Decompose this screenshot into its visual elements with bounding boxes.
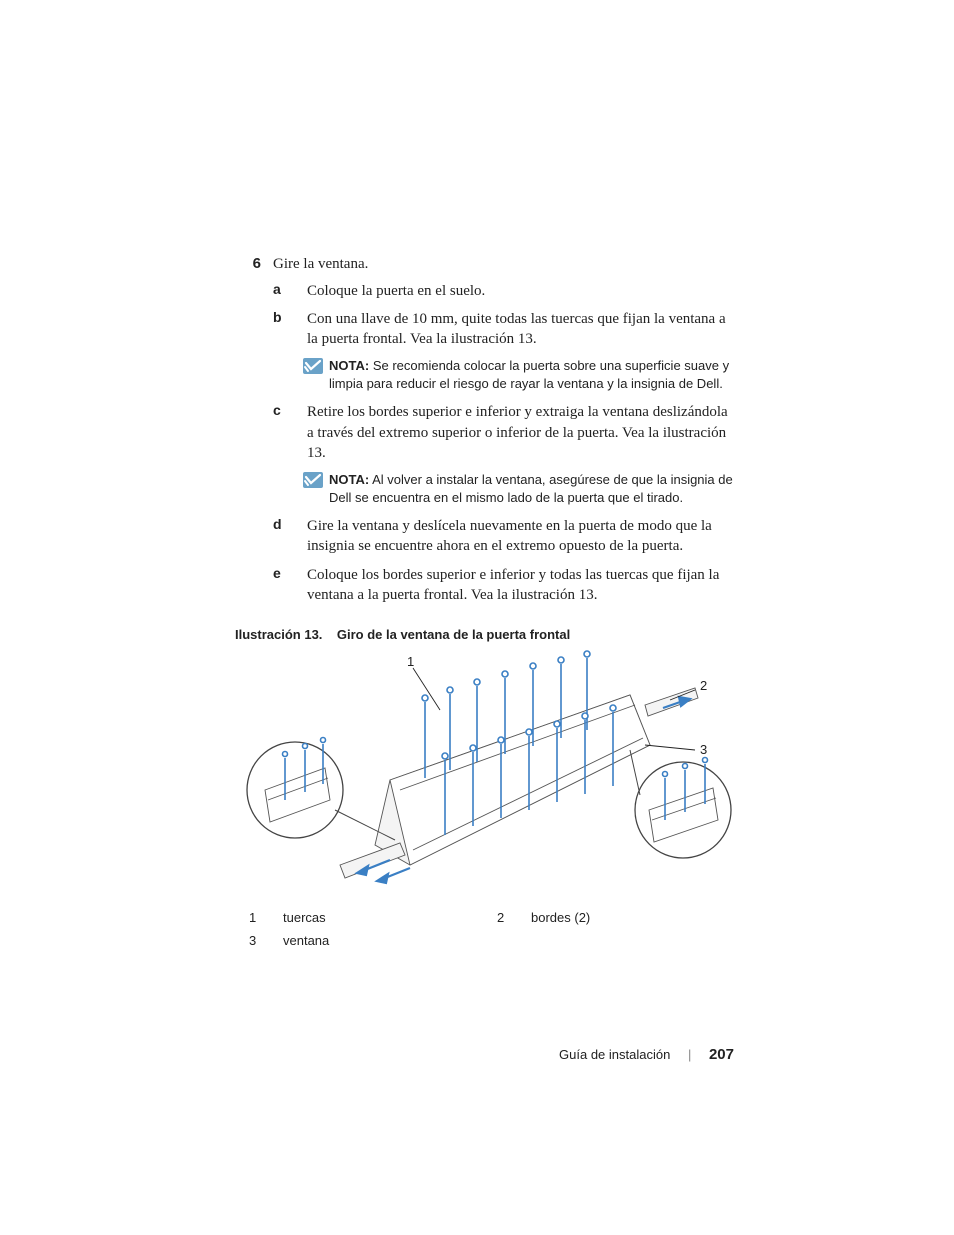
page-footer: Guía de instalación | 207 <box>559 1046 734 1063</box>
subtext: Gire la ventana y deslícela nuevamente e… <box>307 516 734 557</box>
note-label: NOTA: <box>329 472 369 487</box>
step-number: 6 <box>235 255 273 272</box>
subtext: Retire los bordes superior e inferior y … <box>307 402 734 463</box>
callout-2: 2 <box>700 678 707 693</box>
subletter: d <box>273 516 307 557</box>
subtext: Con una llave de 10 mm, quite todas las … <box>307 309 734 350</box>
subitem-e: e Coloque los bordes superior e inferior… <box>273 565 734 606</box>
note-label: NOTA: <box>329 358 369 373</box>
subitem-a: a Coloque la puerta en el suelo. <box>273 281 734 301</box>
sublist: a Coloque la puerta en el suelo. b Con u… <box>273 281 734 606</box>
step-text: Gire la ventana. <box>273 255 368 275</box>
legend-num-3: 3 <box>243 930 275 951</box>
note-icon <box>303 358 323 374</box>
note-body: Al volver a instalar la ventana, asegúre… <box>329 472 733 505</box>
note-body: Se recomienda colocar la puerta sobre un… <box>329 358 729 391</box>
note-text: NOTA: Al volver a instalar la ventana, a… <box>329 471 734 506</box>
subletter: b <box>273 309 307 350</box>
caption-prefix: Ilustración 13. <box>235 627 322 642</box>
subitem-c: c Retire los bordes superior e inferior … <box>273 402 734 463</box>
legend-num-1: 1 <box>243 907 275 928</box>
subletter: e <box>273 565 307 606</box>
callout-3: 3 <box>700 742 707 757</box>
subletter: c <box>273 402 307 463</box>
page: 6 Gire la ventana. a Coloque la puerta e… <box>0 0 954 1235</box>
figure-legend: 1 tuercas 2 bordes (2) 3 ventana <box>241 905 739 953</box>
subtext: Coloque la puerta en el suelo. <box>307 281 734 301</box>
legend-num-2: 2 <box>491 907 523 928</box>
note-text: NOTA: Se recomienda colocar la puerta so… <box>329 357 734 392</box>
legend-label-2: bordes (2) <box>525 907 737 928</box>
subitem-b: b Con una llave de 10 mm, quite todas la… <box>273 309 734 350</box>
page-number: 207 <box>709 1046 734 1063</box>
note-1: NOTA: Se recomienda colocar la puerta so… <box>303 357 734 392</box>
note-icon <box>303 472 323 488</box>
legend-label-3: ventana <box>277 930 489 951</box>
illustration-13: 1 2 3 <box>235 650 735 895</box>
subitem-d: d Gire la ventana y deslícela nuevamente… <box>273 516 734 557</box>
step-6: 6 Gire la ventana. <box>235 255 734 275</box>
footer-title: Guía de instalación <box>559 1047 670 1062</box>
subtext: Coloque los bordes superior e inferior y… <box>307 565 734 606</box>
figure-caption: Ilustración 13. Giro de la ventana de la… <box>235 627 734 642</box>
note-2: NOTA: Al volver a instalar la ventana, a… <box>303 471 734 506</box>
legend-label-1: tuercas <box>277 907 489 928</box>
subletter: a <box>273 281 307 301</box>
callout-1: 1 <box>407 654 414 669</box>
caption-title: Giro de la ventana de la puerta frontal <box>337 627 570 642</box>
footer-divider: | <box>688 1047 691 1062</box>
